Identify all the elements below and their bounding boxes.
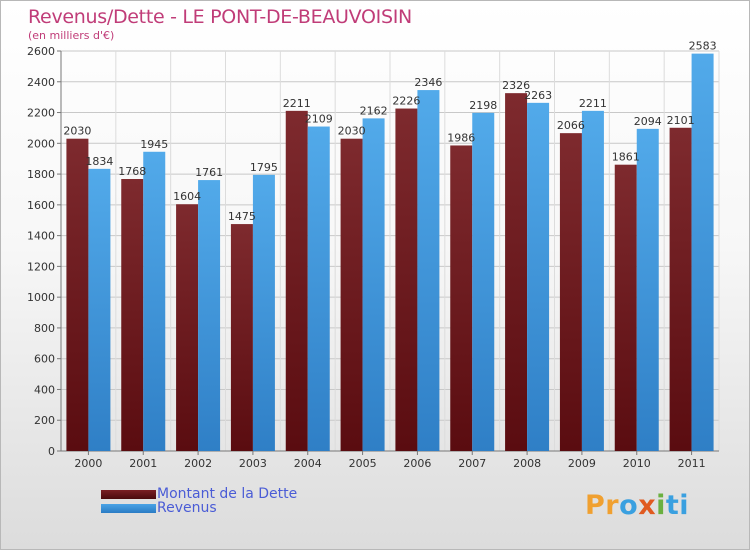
data-label-revenus: 2583 bbox=[689, 40, 717, 53]
legend-label-dette: Montant de la Dette bbox=[157, 486, 298, 502]
bar-revenus bbox=[198, 180, 221, 452]
logo-letter: i bbox=[679, 490, 690, 521]
bar-dette bbox=[395, 108, 418, 452]
y-tick-label: 2400 bbox=[27, 76, 55, 89]
x-tick-label: 2004 bbox=[294, 457, 322, 470]
data-label-dette: 2030 bbox=[338, 125, 366, 138]
data-label-dette: 1604 bbox=[173, 190, 201, 203]
data-label-dette: 2326 bbox=[502, 79, 530, 92]
y-tick-label: 1800 bbox=[27, 168, 55, 181]
bar-revenus bbox=[581, 110, 604, 451]
data-label-dette: 2066 bbox=[557, 119, 585, 132]
logo-letter: r bbox=[605, 490, 620, 521]
x-tick-label: 2001 bbox=[129, 457, 157, 470]
bar-revenus bbox=[362, 118, 385, 451]
y-tick-label: 1200 bbox=[27, 260, 55, 273]
data-label-revenus: 2346 bbox=[414, 76, 442, 89]
bar-revenus bbox=[88, 168, 111, 451]
axis-layer: 0 200 400 600 800 1000 1200 1400 1600 1800 2000 220… bbox=[27, 45, 719, 470]
y-tick-label: 0 bbox=[48, 445, 55, 458]
x-tick-label: 2009 bbox=[568, 457, 596, 470]
y-tick-label: 200 bbox=[34, 414, 55, 427]
data-label-revenus: 1945 bbox=[140, 138, 168, 151]
bar-dette bbox=[176, 204, 199, 451]
bar-dette bbox=[559, 133, 582, 451]
data-label-revenus: 1834 bbox=[85, 155, 113, 168]
data-label-revenus: 2094 bbox=[634, 115, 662, 128]
bar-dette bbox=[505, 93, 528, 452]
chart-subtitle: (en milliers d'€) bbox=[28, 29, 115, 42]
data-label-dette: 2101 bbox=[667, 114, 695, 127]
y-tick-label: 400 bbox=[34, 383, 55, 396]
logo-letter: i bbox=[656, 490, 666, 521]
bar-dette bbox=[66, 138, 89, 451]
y-tick-label: 800 bbox=[34, 322, 55, 335]
data-label-revenus: 2198 bbox=[469, 99, 497, 112]
y-tick-label: 1400 bbox=[27, 230, 55, 243]
y-tick-label: 2200 bbox=[27, 107, 55, 120]
bar-dette bbox=[230, 224, 253, 451]
data-label-revenus: 1795 bbox=[250, 161, 278, 174]
data-label-dette: 1861 bbox=[612, 151, 640, 164]
bar-revenus bbox=[636, 128, 659, 451]
data-label-revenus: 2263 bbox=[524, 89, 552, 102]
data-label-dette: 1768 bbox=[118, 165, 146, 178]
logo-letter: t bbox=[665, 490, 680, 521]
data-label-dette: 2226 bbox=[392, 95, 420, 108]
x-tick-label: 2000 bbox=[74, 457, 102, 470]
x-tick-label: 2006 bbox=[403, 457, 431, 470]
bar-revenus bbox=[252, 174, 275, 451]
x-tick-label: 2011 bbox=[678, 457, 706, 470]
data-label-dette: 1475 bbox=[228, 210, 256, 223]
data-label-dette: 2211 bbox=[283, 97, 311, 110]
x-tick-label: 2003 bbox=[239, 457, 267, 470]
x-tick-label: 2007 bbox=[458, 457, 486, 470]
bar-layer bbox=[66, 53, 714, 452]
label-layer: 2030 1834 1768 1945 1604 1761 1475 1795 2211 2109… bbox=[63, 40, 716, 223]
data-label-revenus: 1761 bbox=[195, 166, 223, 179]
bar-revenus bbox=[527, 102, 550, 451]
bar-dette bbox=[340, 138, 363, 451]
chart-title: Revenus/Dette - LE PONT-DE-BEAUVOISIN bbox=[28, 6, 412, 28]
bar-dette bbox=[614, 164, 637, 451]
y-tick-label: 1000 bbox=[27, 291, 55, 304]
bar-revenus bbox=[472, 112, 495, 451]
y-tick-label: 600 bbox=[34, 353, 55, 366]
y-tick-label: 2000 bbox=[27, 137, 55, 150]
logo-letter: o bbox=[619, 490, 639, 521]
x-tick-label: 2002 bbox=[184, 457, 212, 470]
y-tick-label: 1600 bbox=[27, 199, 55, 212]
bar-dette bbox=[450, 145, 473, 451]
legend-label-revenus: Revenus bbox=[157, 500, 217, 516]
data-label-dette: 2030 bbox=[63, 125, 91, 138]
data-label-dette: 1986 bbox=[447, 131, 475, 144]
logo-letter: P bbox=[585, 490, 606, 521]
y-tick-label: 2600 bbox=[27, 45, 55, 58]
bar-revenus bbox=[417, 90, 440, 452]
legend-swatch-revenus bbox=[101, 504, 156, 513]
logo-letter: x bbox=[638, 490, 657, 521]
bar-dette bbox=[285, 110, 308, 451]
bar-revenus bbox=[143, 151, 166, 451]
data-label-revenus: 2109 bbox=[305, 113, 333, 126]
proxiti-logo: Proxiti bbox=[585, 490, 689, 521]
bar-dette bbox=[669, 127, 692, 452]
data-label-revenus: 2162 bbox=[360, 104, 388, 117]
x-tick-label: 2010 bbox=[623, 457, 651, 470]
x-tick-label: 2008 bbox=[513, 457, 541, 470]
legend-swatch-dette bbox=[101, 490, 156, 499]
data-label-revenus: 2211 bbox=[579, 97, 607, 110]
bar-dette bbox=[121, 179, 144, 451]
bar-revenus bbox=[307, 126, 330, 452]
bar-revenus bbox=[691, 53, 714, 451]
x-tick-label: 2005 bbox=[349, 457, 377, 470]
